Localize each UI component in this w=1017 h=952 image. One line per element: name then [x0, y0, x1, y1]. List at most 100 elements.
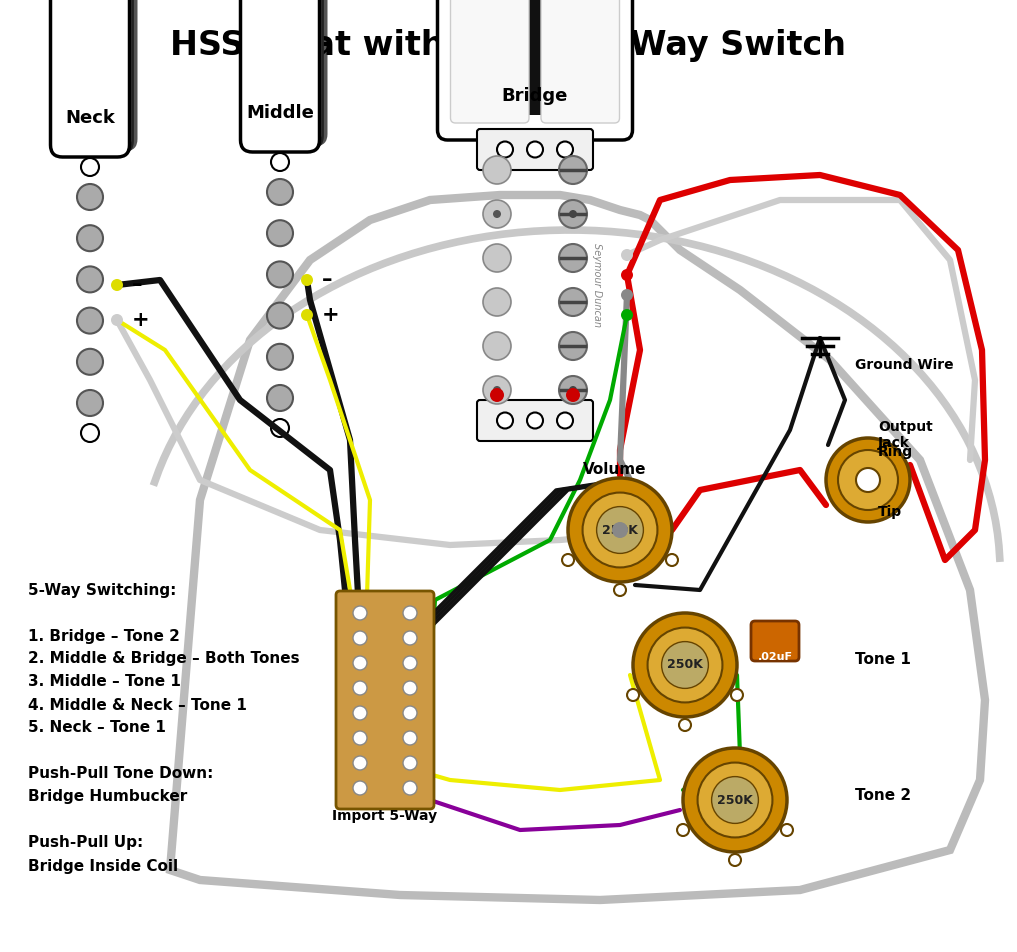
Circle shape [267, 344, 293, 369]
Circle shape [621, 289, 633, 301]
Text: 250K: 250K [602, 524, 638, 537]
Circle shape [77, 226, 103, 251]
Circle shape [267, 220, 293, 247]
Circle shape [403, 731, 417, 745]
Text: Import 5-Way: Import 5-Way [333, 809, 437, 823]
Circle shape [559, 332, 587, 360]
FancyBboxPatch shape [336, 591, 434, 809]
Circle shape [559, 376, 587, 404]
Text: Bridge Humbucker: Bridge Humbucker [28, 789, 187, 804]
Circle shape [77, 390, 103, 416]
Circle shape [483, 244, 511, 272]
Circle shape [493, 210, 501, 218]
Circle shape [627, 689, 639, 701]
Circle shape [597, 506, 644, 553]
FancyBboxPatch shape [477, 129, 593, 170]
Circle shape [559, 156, 587, 184]
Circle shape [698, 763, 773, 838]
Circle shape [81, 424, 99, 442]
Text: 5-Way Switching:: 5-Way Switching: [28, 583, 176, 598]
Circle shape [483, 332, 511, 360]
Circle shape [562, 554, 574, 566]
FancyBboxPatch shape [54, 0, 132, 153]
Text: 4. Middle & Neck – Tone 1: 4. Middle & Neck – Tone 1 [28, 698, 247, 712]
Text: Tone 1: Tone 1 [855, 652, 911, 667]
Circle shape [403, 606, 417, 620]
Text: Bridge: Bridge [501, 87, 569, 105]
Text: Middle: Middle [246, 104, 314, 122]
Circle shape [483, 376, 511, 404]
Circle shape [77, 267, 103, 292]
Circle shape [527, 142, 543, 157]
Circle shape [856, 468, 880, 492]
Circle shape [301, 274, 313, 286]
Text: 5. Neck – Tone 1: 5. Neck – Tone 1 [28, 721, 166, 736]
Circle shape [403, 781, 417, 795]
Circle shape [403, 756, 417, 770]
FancyBboxPatch shape [541, 0, 619, 123]
Text: –: – [132, 275, 142, 295]
Text: Push-Pull Tone Down:: Push-Pull Tone Down: [28, 766, 214, 782]
Circle shape [353, 756, 367, 770]
Circle shape [353, 606, 367, 620]
Circle shape [559, 288, 587, 316]
Text: +: + [132, 310, 149, 330]
Circle shape [267, 385, 293, 411]
Text: 2. Middle & Bridge – Both Tones: 2. Middle & Bridge – Both Tones [28, 651, 300, 666]
Text: 250K: 250K [717, 794, 753, 806]
Circle shape [621, 269, 633, 281]
Text: 250K: 250K [667, 659, 703, 671]
Text: –: – [322, 270, 333, 290]
FancyBboxPatch shape [248, 0, 327, 146]
FancyBboxPatch shape [243, 0, 322, 148]
Circle shape [483, 288, 511, 316]
FancyBboxPatch shape [437, 0, 633, 140]
Circle shape [403, 706, 417, 720]
Circle shape [267, 262, 293, 288]
Text: Ring: Ring [878, 445, 913, 459]
Text: 3. Middle – Tone 1: 3. Middle – Tone 1 [28, 675, 181, 689]
Circle shape [569, 478, 672, 582]
Circle shape [353, 731, 367, 745]
Circle shape [666, 554, 678, 566]
Circle shape [583, 492, 657, 567]
Circle shape [679, 719, 691, 731]
FancyBboxPatch shape [751, 621, 799, 661]
FancyBboxPatch shape [51, 0, 129, 157]
Bar [524, 0, 546, 115]
Circle shape [621, 249, 633, 261]
Text: 1. Bridge – Tone 2: 1. Bridge – Tone 2 [28, 628, 180, 644]
Circle shape [483, 156, 511, 184]
Circle shape [781, 824, 793, 836]
Circle shape [111, 314, 123, 326]
Text: Ground Wire: Ground Wire [855, 358, 954, 372]
Circle shape [497, 412, 513, 428]
Circle shape [621, 309, 633, 321]
Circle shape [648, 627, 722, 703]
Circle shape [838, 450, 898, 510]
Text: +: + [322, 305, 340, 325]
Circle shape [493, 386, 501, 394]
Circle shape [569, 210, 577, 218]
Circle shape [683, 748, 787, 852]
Circle shape [557, 412, 573, 428]
Circle shape [557, 142, 573, 157]
Circle shape [301, 309, 313, 321]
Circle shape [497, 142, 513, 157]
Circle shape [612, 522, 629, 538]
Text: Seymour Duncan: Seymour Duncan [592, 243, 602, 327]
Circle shape [662, 642, 709, 688]
Circle shape [403, 656, 417, 670]
Circle shape [566, 388, 580, 402]
Circle shape [353, 656, 367, 670]
Text: Bridge Inside Coil: Bridge Inside Coil [28, 859, 178, 874]
FancyBboxPatch shape [240, 0, 319, 152]
Circle shape [527, 412, 543, 428]
Circle shape [353, 781, 367, 795]
Circle shape [77, 348, 103, 375]
Circle shape [353, 706, 367, 720]
Text: Output
Jack: Output Jack [878, 420, 933, 450]
Circle shape [633, 613, 737, 717]
Circle shape [271, 153, 289, 171]
Circle shape [483, 200, 511, 228]
